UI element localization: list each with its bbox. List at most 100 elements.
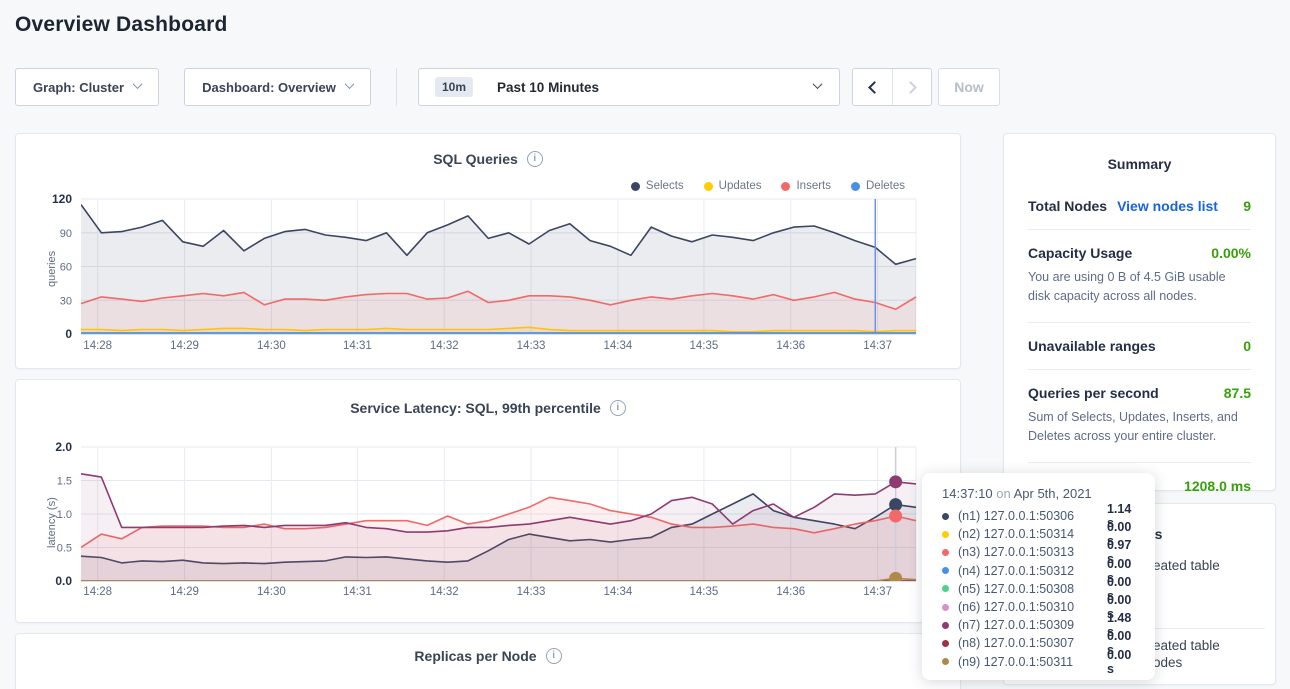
series-area	[81, 497, 916, 581]
node-color-dot-icon	[942, 512, 949, 520]
x-tick-label: 14:28	[83, 340, 112, 352]
replicas-per-node-card: Replicas per Node i	[15, 633, 961, 689]
legend-label: Deletes	[866, 180, 905, 192]
series-line	[81, 473, 917, 533]
x-tick-label: 14:30	[257, 340, 286, 352]
x-tick-label: 14:28	[83, 586, 112, 598]
node-color-dot-icon	[942, 530, 949, 538]
next-time-button[interactable]	[892, 69, 931, 105]
tooltip-node-row: (n2) 127.0.0.1:50314 0.00 s	[942, 520, 1141, 548]
legend-label: Updates	[718, 180, 762, 192]
chevron-right-icon	[903, 80, 917, 94]
tooltip-node-row: (n5) 127.0.0.1:50308 0.00 s	[942, 575, 1141, 603]
tooltip-node-row: (n4) 127.0.0.1:50312 0.00 s	[942, 557, 1141, 585]
view-nodes-list-link[interactable]: View nodes list	[1117, 198, 1218, 214]
tooltip-node-row: (n3) 127.0.0.1:50313 0.97 s	[942, 538, 1141, 566]
node-latency-value: 0.00 s	[1106, 520, 1132, 549]
x-tick-label: 14:35	[690, 586, 719, 598]
divider	[1028, 461, 1251, 463]
divider	[1028, 368, 1251, 370]
time-range-picker[interactable]: 10m Past 10 Minutes	[418, 68, 840, 106]
toolbar-divider	[396, 68, 397, 106]
chart-title: Service Latency: SQL, 99th percentile	[350, 400, 601, 416]
summary-value: 0	[1243, 337, 1251, 354]
node-color-dot-icon	[942, 603, 949, 611]
highlighted-data-point	[889, 509, 903, 523]
series-area	[81, 473, 916, 581]
legend-item: Deletes	[851, 180, 905, 192]
graph-dropdown[interactable]: Graph: Cluster	[15, 68, 159, 106]
time-range-label: Past 10 Minutes	[497, 79, 600, 95]
summary-value: 9	[1243, 198, 1251, 214]
chart-hover-tooltip: 14:37:10 on Apr 5th, 2021 (n1) 127.0.0.1…	[922, 473, 1155, 680]
x-tick-label: 14:32	[430, 586, 459, 598]
info-icon[interactable]: i	[526, 151, 543, 167]
y-tick-label: 0.0	[55, 574, 72, 588]
x-tick-label: 14:33	[517, 340, 546, 352]
sql-queries-chart[interactable]: 0 30 60 90 120 14:28 14:29 14:30 14:31 14:32 14:33…	[16, 189, 962, 364]
service-latency-chart[interactable]: 0.0 0.5 1.0 1.5 2.0 14:28 14:29 14:30 14:31 14:32…	[16, 435, 962, 615]
summary-title: Summary	[1107, 156, 1172, 172]
sql-queries-card: SQL Queries i Selects Updates Inserts Delet…	[15, 133, 961, 369]
legend-item: Inserts	[781, 180, 831, 192]
tooltip-node-row: (n6) 127.0.0.1:50310 0.00 s	[942, 593, 1141, 621]
legend-dot-icon	[781, 181, 791, 191]
node-address: (n7) 127.0.0.1:50309	[958, 618, 1075, 633]
divider	[1028, 321, 1251, 323]
node-latency-value: 0.00 s	[1106, 574, 1132, 603]
dashboard-dropdown-label: Dashboard: Overview	[202, 79, 336, 95]
dashboard-dropdown[interactable]: Dashboard: Overview	[184, 68, 371, 106]
toolbar: Graph: Cluster Dashboard: Overview 10m P…	[0, 68, 1290, 106]
node-address: (n1) 127.0.0.1:50306	[958, 509, 1075, 524]
y-tick-label: 2.0	[55, 440, 72, 454]
tooltip-node-row: (n7) 127.0.0.1:50309 1.48 s	[942, 611, 1141, 639]
info-icon[interactable]: i	[609, 400, 626, 416]
x-tick-label: 14:36	[776, 586, 805, 598]
summary-row-unavailable-ranges: Unavailable ranges 0	[1028, 338, 1251, 354]
legend-label: Selects	[645, 180, 684, 192]
series-line	[81, 290, 917, 311]
node-latency-value: 1.48 s	[1106, 611, 1132, 640]
time-range-badge: 10m	[435, 77, 474, 97]
now-button[interactable]: Now	[938, 68, 1000, 106]
node-color-dot-icon	[942, 548, 949, 556]
x-tick-label: 14:37	[863, 586, 892, 598]
summary-label: Capacity Usage	[1028, 245, 1133, 261]
summary-row-capacity: Capacity Usage 0.00%	[1028, 245, 1251, 261]
legend-item: Selects	[630, 180, 684, 192]
x-tick-label: 14:34	[604, 586, 633, 598]
chevron-left-icon	[868, 80, 881, 94]
summary-label: Unavailable ranges	[1028, 337, 1156, 354]
divider	[1028, 229, 1251, 230]
node-latency-value: 1.14 s	[1106, 502, 1132, 531]
tooltip-node-row: (n1) 127.0.0.1:50306 1.14 s	[942, 502, 1141, 530]
node-address: (n3) 127.0.0.1:50313	[958, 545, 1075, 560]
y-tick-label: 60	[60, 262, 72, 274]
info-icon[interactable]: i	[545, 648, 562, 664]
tooltip-timestamp: 14:37:10 on Apr 5th, 2021	[942, 486, 1092, 501]
node-latency-value: 0.00 s	[1106, 629, 1132, 658]
summary-label: Queries per second	[1028, 384, 1159, 401]
chevron-down-icon	[132, 79, 143, 90]
prev-time-button[interactable]	[853, 69, 892, 105]
node-color-dot-icon	[942, 621, 949, 629]
event-text-fragment: eated table	[1153, 558, 1220, 573]
node-address: (n4) 127.0.0.1:50312	[958, 563, 1075, 578]
page-title: Overview Dashboard	[15, 13, 228, 36]
series-area	[81, 291, 916, 334]
series-line	[81, 326, 916, 333]
series-line	[81, 496, 917, 549]
chart-legend: Selects Updates Inserts Deletes	[630, 180, 905, 192]
legend-dot-icon	[851, 181, 860, 191]
summary-label: Total Nodes	[1028, 198, 1108, 214]
chart-header: Service Latency: SQL, 99th percentile i	[16, 400, 960, 416]
tooltip-node-row: (n8) 127.0.0.1:50307 0.00 s	[942, 629, 1141, 657]
graph-dropdown-label: Graph: Cluster	[32, 79, 124, 95]
node-address: (n6) 127.0.0.1:50310	[958, 600, 1075, 615]
x-tick-label: 14:37	[863, 340, 892, 352]
node-color-dot-icon	[942, 585, 949, 593]
legend-dot-icon	[630, 181, 640, 191]
event-text-fragment: eated table	[1153, 638, 1220, 653]
x-tick-label: 14:29	[170, 586, 199, 598]
